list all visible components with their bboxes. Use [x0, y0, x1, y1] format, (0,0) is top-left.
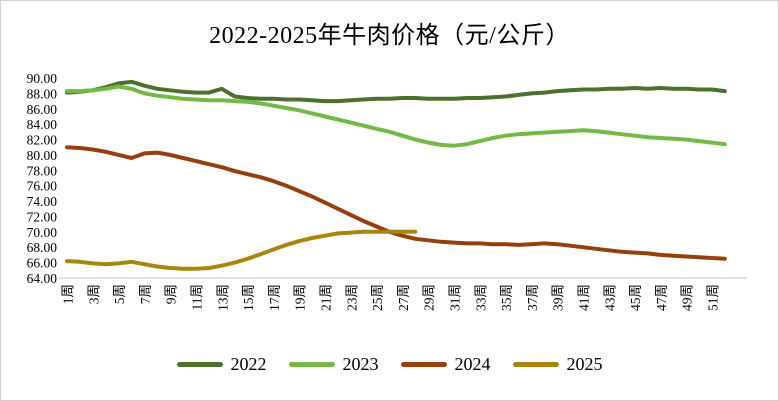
- x-axis-label: 1周: [61, 284, 76, 304]
- y-axis-label: 76.00: [27, 179, 58, 194]
- y-axis-label: 88.00: [27, 86, 58, 101]
- y-axis-label: 82.00: [27, 133, 58, 148]
- series-line-2024: [65, 145, 727, 261]
- y-axis-label: 68.00: [27, 240, 58, 255]
- y-axis-label: 64.00: [27, 271, 58, 286]
- chart-title: 2022-2025年牛肉价格（元/公斤）: [209, 23, 570, 49]
- x-axis-label: 11周: [190, 284, 205, 311]
- legend-label: 2025: [566, 354, 603, 374]
- x-axis-label: 47周: [654, 284, 669, 311]
- legend-item-2024: 2024: [400, 354, 491, 374]
- x-axis-label: 35周: [499, 284, 514, 311]
- x-axis-label: 3周: [86, 284, 101, 304]
- y-axis-label: 90.00: [27, 71, 58, 86]
- x-axis-label: 39周: [551, 284, 566, 311]
- x-axis-label: 49周: [680, 284, 695, 311]
- x-axis-label: 41周: [577, 284, 592, 311]
- legend-label: 2022: [230, 354, 267, 374]
- x-axis-label: 43周: [602, 284, 617, 311]
- legend-item-2025: 2025: [512, 354, 603, 374]
- series-line-2023: [65, 84, 727, 148]
- x-axis-label: 23周: [344, 284, 359, 311]
- x-axis-label: 27周: [396, 284, 411, 311]
- x-axis-label: 51周: [706, 284, 721, 311]
- legend-item-2023: 2023: [288, 354, 379, 374]
- legend-line-swatch: [400, 361, 447, 367]
- legend-line-swatch: [288, 361, 335, 367]
- x-axis-label: 19周: [293, 284, 308, 311]
- y-axis-label: 86.00: [27, 102, 58, 117]
- x-axis-label: 25周: [370, 284, 385, 311]
- y-axis-label: 78.00: [27, 163, 58, 178]
- x-axis-label: 5周: [112, 284, 127, 304]
- x-axis-label: 31周: [448, 284, 463, 311]
- y-axis-label: 84.00: [27, 117, 58, 132]
- y-axis-label: 80.00: [27, 148, 58, 163]
- x-axis-label: 29周: [422, 284, 437, 311]
- x-axis-label: 13周: [215, 284, 230, 311]
- x-axis-label: 45周: [628, 284, 643, 311]
- legend-line-swatch: [512, 361, 559, 367]
- legend-line-swatch: [176, 361, 223, 367]
- series-line-2022: [65, 79, 727, 104]
- y-axis-label: 74.00: [27, 194, 58, 209]
- y-axis-label: 66.00: [27, 256, 58, 271]
- y-axis-label: 70.00: [27, 225, 58, 240]
- x-axis-label: 15周: [241, 284, 256, 311]
- legend-item-2022: 2022: [176, 354, 267, 374]
- x-axis-label: 21周: [319, 284, 334, 311]
- legend-label: 2023: [342, 354, 379, 374]
- x-axis-label: 9周: [164, 284, 179, 304]
- legend-label: 2024: [454, 354, 491, 374]
- x-axis-label: 17周: [267, 284, 282, 311]
- x-axis-label: 33周: [473, 284, 488, 311]
- y-axis-label: 72.00: [27, 209, 58, 224]
- series-line-2025: [65, 229, 418, 271]
- x-axis-label: 37周: [525, 284, 540, 311]
- x-axis-label: 7周: [138, 284, 153, 304]
- legend: 2022 2023 2024 2025: [1, 355, 778, 373]
